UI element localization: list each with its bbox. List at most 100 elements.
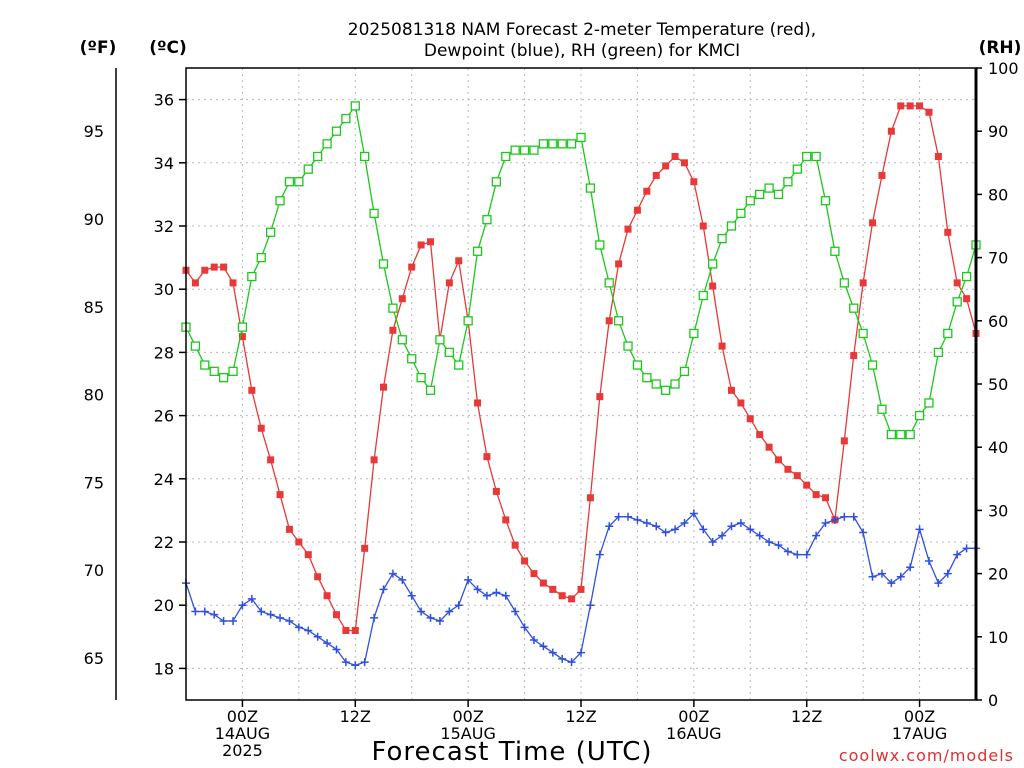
- dewpoint-point: [934, 579, 943, 588]
- temperature-point: [906, 102, 914, 110]
- rh-point: [773, 189, 784, 200]
- x-tick-label: 00Z: [227, 707, 258, 726]
- celsius-tick-label: 36: [154, 91, 174, 110]
- temperature-point: [925, 108, 933, 116]
- dewpoint-point: [868, 572, 877, 581]
- temperature-point: [643, 187, 651, 195]
- rh-point: [802, 151, 812, 162]
- temperature-point: [840, 437, 848, 445]
- fahrenheit-tick-label: 85: [84, 298, 104, 317]
- dewpoint-point: [473, 585, 482, 594]
- rh-point: [961, 271, 972, 282]
- temperature-point: [680, 159, 688, 167]
- rh-point: [933, 347, 944, 358]
- temperature-point: [201, 266, 209, 274]
- rh-point: [660, 385, 671, 395]
- rh-point: [519, 145, 530, 155]
- x-tick-label: 14AUG: [215, 724, 270, 743]
- rh-point: [886, 429, 897, 440]
- dewpoint-point: [746, 525, 755, 534]
- dewpoint-point: [492, 588, 501, 597]
- temperature-point: [380, 383, 387, 391]
- rh-point: [858, 328, 868, 339]
- rh-point: [529, 145, 539, 155]
- dewpoint-point: [567, 658, 576, 667]
- rh-point: [943, 328, 953, 339]
- rh-point: [360, 151, 370, 162]
- temperature-point: [859, 279, 867, 287]
- dewpoint-point: [454, 601, 463, 610]
- dewpoint-point: [341, 658, 350, 667]
- rh-point: [896, 429, 906, 440]
- celsius-tick-label: 34: [154, 154, 174, 173]
- temperature-point: [558, 592, 566, 600]
- rh-point: [783, 177, 793, 187]
- rh-point: [378, 259, 389, 269]
- title-line-1: 2025081318 NAM Forecast 2-meter Temperat…: [348, 20, 816, 40]
- rh-point: [585, 183, 596, 193]
- rh-point: [472, 246, 483, 256]
- rh-point: [839, 278, 849, 288]
- rh-point: [463, 316, 473, 326]
- x-tick-label: 12Z: [791, 707, 822, 726]
- dewpoint-point: [229, 617, 238, 625]
- temperature-point: [483, 453, 491, 461]
- rh-tick-label: 60: [988, 312, 1008, 331]
- celsius-tick-label: 24: [154, 470, 174, 489]
- fahrenheit-tick-label: 95: [84, 122, 104, 141]
- temperature-point: [511, 541, 519, 549]
- temperature-point: [963, 295, 971, 303]
- dewpoint-point: [219, 617, 228, 625]
- dewpoint-point: [840, 512, 849, 521]
- fahrenheit-tick-label: 90: [84, 210, 104, 229]
- dewpoint-point: [435, 617, 444, 625]
- rh-point: [820, 196, 831, 206]
- temperature-point: [502, 516, 510, 524]
- dewpoint-point: [783, 547, 792, 556]
- rh-tick-label: 20: [988, 565, 1008, 584]
- dewpoint-point: [247, 594, 256, 603]
- dewpoint-point: [379, 585, 388, 594]
- temperature-point: [934, 152, 942, 160]
- temperature-point: [295, 538, 303, 546]
- dewpoint-point: [539, 642, 548, 651]
- dewpoint-point: [887, 579, 896, 588]
- dewpoint-point: [642, 519, 651, 528]
- dewpoint-point: [661, 528, 670, 537]
- temperature-point: [812, 491, 820, 499]
- dewpoint-point: [210, 610, 219, 619]
- temperature-point: [577, 585, 585, 593]
- celsius-tick-label: 28: [154, 343, 174, 362]
- temperature-point: [492, 487, 500, 495]
- temperature-point: [539, 579, 547, 587]
- rh-point: [566, 139, 577, 149]
- temperature-point: [953, 279, 961, 287]
- rh-point: [209, 366, 219, 377]
- rh-point: [303, 164, 313, 174]
- rh-tick-label: 70: [988, 249, 1008, 268]
- temperature-point: [596, 393, 604, 401]
- rh-tick-label: 0: [988, 691, 998, 710]
- dewpoint-point: [351, 661, 360, 670]
- rh-point: [369, 208, 379, 219]
- rh-point: [331, 126, 342, 136]
- temperature-point: [784, 465, 792, 473]
- temperature-point: [342, 626, 350, 634]
- dewpoint-point: [285, 617, 294, 625]
- rh-tick-label: 10: [988, 628, 1008, 647]
- dewpoint-point: [294, 623, 303, 632]
- rh-point: [595, 240, 605, 250]
- fahrenheit-tick-label: 70: [84, 561, 104, 580]
- rh-point: [482, 215, 492, 225]
- rh-point: [388, 303, 398, 313]
- rh-point: [435, 335, 445, 345]
- dewpoint-point: [671, 525, 680, 534]
- fahrenheit-unit-label: (ºF): [80, 38, 117, 58]
- rh-point: [726, 221, 737, 231]
- temperature-point: [530, 570, 538, 578]
- rh-point: [952, 297, 962, 307]
- temperature-point: [332, 611, 340, 619]
- dewpoint-point: [520, 623, 529, 632]
- rh-tick-label: 30: [988, 501, 1008, 520]
